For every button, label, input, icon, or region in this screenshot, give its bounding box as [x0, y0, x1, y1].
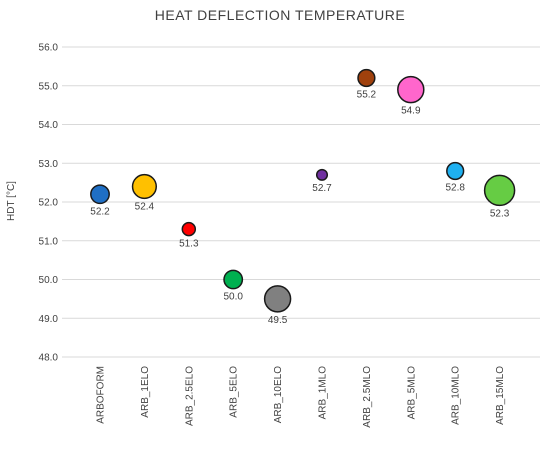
y-tick-label: 49.0 [39, 314, 59, 325]
y-tick-label: 54.0 [39, 120, 59, 131]
data-point [263, 285, 292, 313]
data-points [90, 68, 516, 313]
data-point [397, 75, 425, 104]
data-label: 50.0 [223, 292, 243, 303]
data-label: 55.2 [357, 89, 377, 100]
x-tick-label: ARB_5MLO [406, 366, 417, 420]
y-tick-label: 56.0 [39, 43, 59, 54]
x-tick-label: ARB_15MLO [495, 366, 506, 425]
data-point [315, 168, 329, 181]
data-label: 52.7 [312, 183, 332, 194]
data-label: 52.8 [445, 182, 465, 193]
data-labels: 52.2 52.4 51.3 50.0 49.5 52.7 55.2 54.9 52.8 52.3 [90, 89, 510, 325]
y-tick-label: 52.0 [39, 198, 59, 209]
y-tick-label: 53.0 [39, 159, 59, 170]
y-tick-labels: 48.0 49.0 50.0 51.0 52.0 53.0 54.0 55.0 56.0 [39, 43, 59, 364]
data-point [181, 221, 197, 237]
x-tick-label: ARB_1MLO [318, 366, 329, 420]
data-label: 54.9 [401, 106, 421, 117]
data-label: 49.5 [268, 315, 288, 326]
chart-title: HEAT DEFLECTION TEMPERATURE [155, 7, 406, 23]
data-point [446, 161, 465, 181]
data-point [483, 174, 516, 207]
data-point [357, 68, 376, 88]
data-point [131, 173, 158, 200]
x-tick-label: ARBOFORM [96, 366, 107, 424]
x-tick-label: ARB_5ELO [229, 366, 240, 418]
grid-lines [62, 46, 540, 358]
x-tick-label: ARB_2.5ELO [184, 366, 195, 426]
data-label: 52.4 [135, 201, 155, 212]
x-tick-label: ARB_10ELO [273, 366, 284, 423]
data-label: 52.2 [90, 206, 110, 217]
data-point [90, 184, 110, 205]
data-label: 52.3 [490, 208, 510, 219]
y-tick-label: 55.0 [39, 81, 59, 92]
y-tick-label: 48.0 [39, 353, 59, 364]
x-tick-labels: ARBOFORM ARB_1ELO ARB_2.5ELO ARB_5ELO ARB_10… [96, 366, 507, 428]
y-axis-label: HDT [°C] [6, 181, 17, 221]
x-tick-label: ARB_1ELO [140, 366, 151, 418]
x-tick-label: ARB_10MLO [451, 366, 462, 425]
x-tick-label: ARB_2.5MLO [362, 366, 373, 428]
y-tick-label: 50.0 [39, 275, 59, 286]
y-tick-label: 51.0 [39, 236, 59, 247]
data-point [223, 269, 244, 290]
data-label: 51.3 [179, 239, 199, 250]
